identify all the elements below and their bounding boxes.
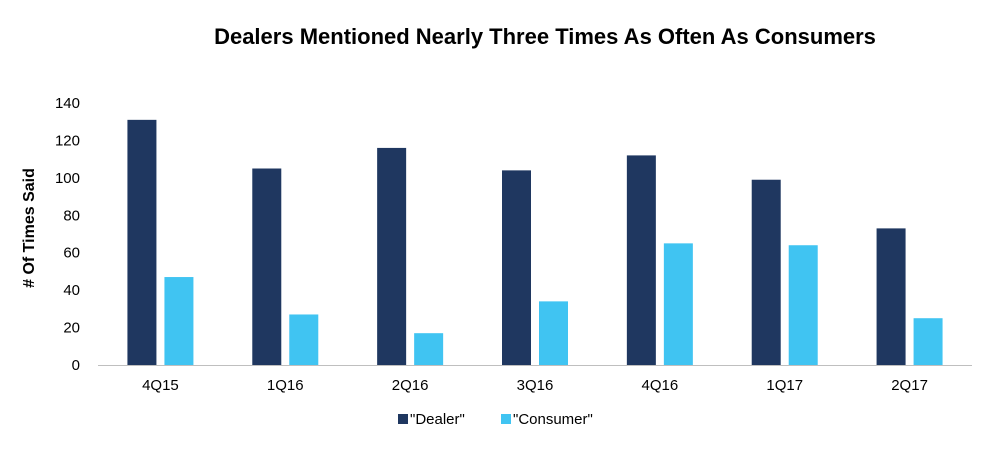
bar-dealer-1q16: [252, 168, 282, 365]
legend-swatch-consumer: [501, 414, 511, 424]
bar-consumer-1q17: [788, 245, 818, 365]
bar-consumer-3q16: [539, 301, 568, 365]
x-tick-label: 1Q17: [766, 377, 803, 394]
y-axis-ticks: 0 20 40 60 80 100 120 140: [55, 95, 80, 374]
x-axis-ticks: 4Q15 1Q16 2Q16 3Q16 4Q16 1Q17 2Q17: [142, 377, 928, 394]
bar-consumer-4q16: [663, 243, 693, 365]
y-tick-label: 100: [55, 170, 80, 187]
x-tick-label: 2Q17: [891, 377, 928, 394]
y-tick-label: 0: [72, 357, 80, 374]
x-tick-label: 4Q15: [142, 377, 179, 394]
x-tick-label: 1Q16: [267, 377, 304, 394]
bar-consumer-1q16: [289, 314, 319, 365]
legend: "Dealer" "Consumer": [398, 411, 593, 428]
bar-consumer-4q15: [164, 277, 194, 365]
legend-label-consumer: "Consumer": [513, 411, 593, 428]
x-tick-label: 4Q16: [642, 377, 679, 394]
legend-swatch-dealer: [398, 414, 408, 424]
y-tick-label: 20: [63, 320, 80, 337]
legend-label-dealer: "Dealer": [410, 411, 465, 428]
y-tick-label: 40: [63, 282, 80, 299]
chart-title: Dealers Mentioned Nearly Three Times As …: [214, 24, 876, 49]
bar-dealer-4q16: [626, 155, 656, 365]
bar-dealer-3q16: [502, 170, 531, 365]
bar-consumer-2q16: [414, 333, 444, 365]
bar-dealer-2q16: [377, 147, 407, 365]
y-tick-label: 120: [55, 132, 80, 149]
bar-dealer-1q17: [751, 179, 781, 365]
y-tick-label: 80: [63, 207, 80, 224]
x-tick-label: 3Q16: [517, 377, 554, 394]
bar-dealer-2q17: [876, 228, 906, 365]
y-tick-label: 140: [55, 95, 80, 112]
y-axis-label: # Of Times Said: [21, 168, 38, 288]
bar-dealer-4q15: [127, 119, 157, 365]
y-tick-label: 60: [63, 245, 80, 262]
bar-consumer-2q17: [913, 318, 943, 365]
bars: [127, 119, 943, 365]
x-tick-label: 2Q16: [392, 377, 429, 394]
